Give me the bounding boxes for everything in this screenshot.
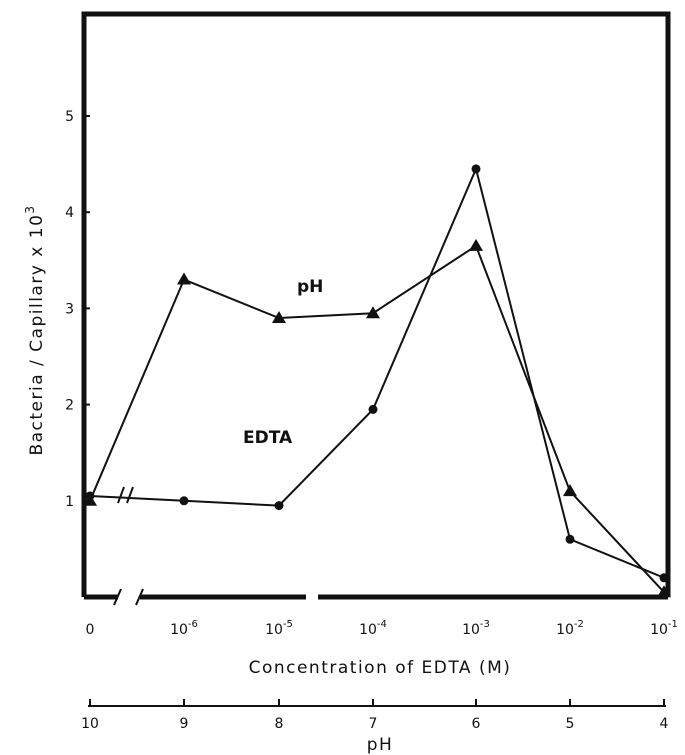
y-tick-label: 4: [65, 205, 74, 221]
data-point-circle: [274, 501, 284, 511]
ph-tick-label: 10: [81, 716, 99, 732]
y-axis-title-text: Bacteria / Capillary x 10: [27, 214, 47, 456]
x-tick-label: 10-3: [462, 619, 490, 638]
x-tick-label: 10-6: [170, 619, 198, 638]
data-point-triangle: [272, 311, 286, 324]
data-point-circle: [471, 164, 481, 174]
plot-frame: [81, 11, 671, 597]
series-line-edta: [89, 165, 665, 579]
data-point-circle: [85, 491, 95, 501]
y-tick-label: 2: [65, 398, 74, 414]
series-line-ph: [89, 244, 665, 593]
ph-tick-label: 5: [566, 716, 575, 732]
data-point-circle: [565, 534, 575, 544]
ph-axis: 10 9 8 7 6 5 4: [81, 699, 669, 732]
x-tick-label: 10-5: [265, 619, 293, 638]
x-axis: 0 10-6 10-5 10-4 10-3 10-2 10-1: [84, 486, 678, 638]
series-break-mark: [126, 486, 134, 504]
y-axis: 1 2 3 4 5: [65, 109, 90, 510]
y-axis-title: Bacteria / Capillary x 103: [23, 204, 47, 455]
data-point-triangle: [469, 238, 483, 251]
ph-tick-label: 7: [369, 716, 378, 732]
frame-border: [81, 11, 671, 597]
x-tick-label: 0: [86, 622, 95, 638]
data-point-circle: [179, 496, 189, 506]
data-point-triangle: [657, 585, 671, 598]
series-label-ph: pH: [297, 277, 323, 297]
x-tick-label: 10-2: [556, 619, 584, 638]
x-axis-title: Concentration of EDTA (M): [249, 658, 512, 678]
series-break-mark: [117, 486, 125, 504]
x-axis-break-mark: [113, 588, 122, 606]
ph-axis-title: pH: [367, 735, 394, 755]
ph-tick-label: 8: [275, 716, 284, 732]
x-tick-label: 10-4: [359, 619, 387, 638]
series-group: [83, 164, 671, 598]
data-point-triangle: [563, 484, 577, 497]
data-point-triangle: [366, 306, 380, 319]
series-label-edta: EDTA: [243, 428, 293, 448]
y-axis-title-exponent: 3: [23, 204, 37, 213]
ph-tick-label: 9: [180, 716, 189, 732]
y-tick-label: 5: [65, 109, 74, 125]
y-tick-label: 3: [65, 301, 74, 317]
y-tick-label: 1: [65, 494, 74, 510]
ph-tick-label: 6: [472, 716, 481, 732]
data-point-circle: [659, 573, 669, 583]
data-point-triangle: [177, 272, 191, 285]
data-point-circle: [368, 404, 378, 414]
x-tick-label: 10-1: [650, 619, 678, 638]
ph-tick-label: 4: [660, 716, 669, 732]
x-axis-break-mark: [135, 588, 144, 606]
